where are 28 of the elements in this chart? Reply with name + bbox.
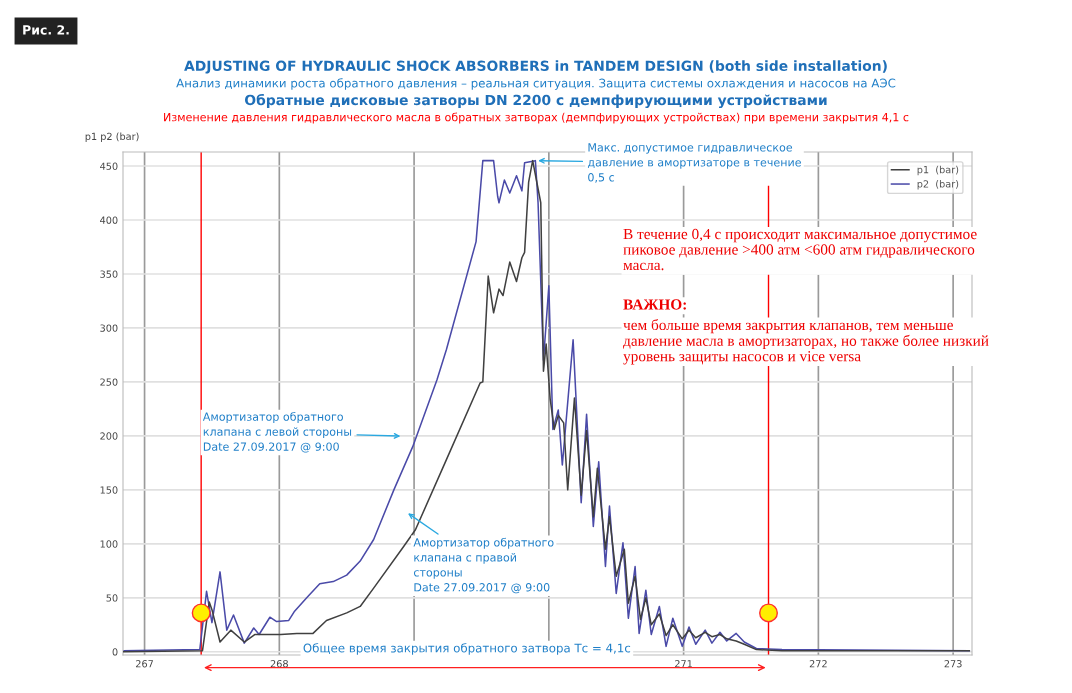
annotation: Амортизатор обратного клапана с левой стороны Date 27.09.2017 @ 9:00 <box>202 412 352 453</box>
y-tick-label: 150 <box>100 486 118 494</box>
annotation: В течение 0,4 с происходит максимальное допустимое пиковое давление >400 атм <600 атм гидравлического масла. <box>623 228 977 271</box>
y-tick-label: 50 <box>106 594 118 602</box>
annotation: Амортизатор обратного клапана с правой стороны Date 27.09.2017 @ 9:00 <box>413 537 554 594</box>
y-tick-label: 250 <box>100 378 118 386</box>
y-tick-label: 450 <box>100 162 118 170</box>
annotation: чем больше время закрытия клапанов, тем меньше давление масла в амортизаторах, но также более низкий уровень защиты насосов и vice versa <box>623 319 989 365</box>
legend-label: p2 (bar) <box>917 180 959 190</box>
x-tick-label: 268 <box>270 660 288 668</box>
y-tick-label: 400 <box>100 216 118 224</box>
y-tick-label: 100 <box>100 540 118 548</box>
annotation: ВАЖНО: <box>623 299 686 310</box>
x-tick-label: 273 <box>944 660 962 668</box>
annotation: Общее время закрытия обратного затвора Тс = 4,1с <box>303 643 631 655</box>
y-tick-label: 200 <box>100 432 118 440</box>
text: Рис. 2. <box>23 25 69 35</box>
y-tick-label: 300 <box>100 324 118 332</box>
x-tick-label: 272 <box>809 660 827 668</box>
y-tick-label: 0 <box>112 648 118 656</box>
y-axis-title: p1 p2 (bar) <box>85 132 139 142</box>
chart-title: ADJUSTING OF HYDRAULIC SHOCK ABSORBERS in TANDEM DESIGN (both side installation) <box>184 60 887 74</box>
annotation: Макс. допустимое гидравлическое давление в амортизаторе в течение 0,5 с <box>587 143 801 183</box>
x-tick-label: 267 <box>136 660 154 668</box>
chart-subtitle: Анализ динамики роста обратного давления – реальная ситуация. Защита системы охлаждения и насосов на АЭС Обратные дисковые затворы DN 2200 с демпфирующими устройствами Изменение давления гидравлического масла в обратных затворах (демпфирующих устройствах) при времени закрытия 4,1 с <box>164 78 909 124</box>
y-tick-label: 350 <box>100 270 118 278</box>
x-tick-label: 271 <box>675 660 692 668</box>
legend-label: p1 (bar) <box>917 165 959 176</box>
